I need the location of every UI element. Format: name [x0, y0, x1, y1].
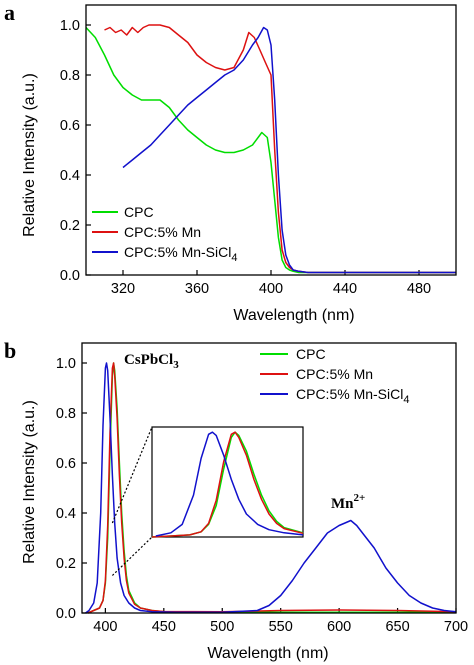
x-tick-label: 480	[407, 281, 431, 297]
annotation-cspbcl3: CsPbCl3	[124, 352, 179, 371]
y-tick-label: 0.6	[56, 456, 76, 472]
panel-a-legend: CPC CPC:5% Mn CPC:5% Mn-SiCl4	[92, 204, 237, 264]
y-tick-label: 0.2	[60, 218, 80, 234]
y-tick-label: 1.0	[60, 18, 80, 34]
y-tick-label: 0.8	[60, 68, 80, 84]
x-tick-label: 400	[93, 619, 117, 635]
panel-a-frame	[85, 4, 457, 276]
panel-b-inset	[111, 426, 304, 576]
panel-b-xlabel: Wavelength (nm)	[207, 645, 328, 662]
legend-label: CPC:5% Mn	[124, 224, 201, 240]
y-tick-label: 0.4	[56, 506, 76, 522]
inset-series-line-2	[155, 431, 304, 537]
inset-frame	[151, 426, 304, 538]
x-tick-label: 440	[333, 281, 357, 297]
panel-b-frame	[81, 342, 457, 614]
panel-a-ticks: 320 360 400 440 480 0.0 0.2 0.4 0.6 0.8 1.0	[60, 18, 431, 297]
legend-label: CPC	[296, 346, 326, 362]
panel-b-label: b	[4, 338, 16, 363]
panel-a-ylabel: Relative Intensity (a.u.)	[21, 73, 38, 237]
y-tick-label: 0.4	[60, 168, 80, 184]
x-tick-label: 500	[210, 619, 234, 635]
x-tick-label: 400	[259, 281, 283, 297]
panel-a-series	[85, 24, 456, 274]
x-tick-label: 700	[444, 619, 468, 635]
series-line-2	[122, 26, 456, 274]
x-tick-label: 450	[152, 619, 176, 635]
series-line-2	[85, 362, 457, 614]
panel-b-legend: CPC CPC:5% Mn CPC:5% Mn-SiCl4	[260, 346, 409, 406]
y-tick-label: 0.0	[60, 268, 80, 284]
legend-label: CPC:5% Mn-SiCl4	[296, 386, 409, 406]
panel-b-series	[85, 362, 457, 614]
x-tick-label: 360	[185, 281, 209, 297]
y-tick-label: 0.2	[56, 556, 76, 572]
panel-b: b Relative Intensity (a.u.) Wavelength (…	[4, 338, 468, 662]
legend-label: CPC:5% Mn	[296, 366, 373, 382]
y-tick-label: 1.0	[56, 356, 76, 372]
panel-b-ticks: 400 450 500 550 600 650 700 0.0 0.2 0.4 0.6 0.8 1.0	[56, 356, 468, 635]
inset-series-line-1	[151, 431, 304, 538]
legend-label: CPC:5% Mn-SiCl4	[124, 244, 237, 264]
panel-b-ylabel: Relative Intensity (a.u.)	[21, 400, 38, 564]
inset-connector-bottom	[111, 536, 153, 576]
y-tick-label: 0.6	[60, 118, 80, 134]
annotation-mn2plus: Mn2+	[331, 492, 365, 512]
panel-a: a Relative Intensity (a.u.) Wavelength (…	[4, 0, 457, 324]
panel-a-xlabel: Wavelength (nm)	[233, 307, 354, 324]
x-tick-label: 320	[111, 281, 135, 297]
inset-connector-top	[111, 426, 153, 524]
y-tick-label: 0.0	[56, 606, 76, 622]
series-line-0	[85, 26, 456, 274]
x-tick-label: 550	[269, 619, 293, 635]
y-tick-label: 0.8	[56, 406, 76, 422]
panel-a-label: a	[4, 0, 15, 25]
x-tick-label: 600	[327, 619, 351, 635]
legend-label: CPC	[124, 204, 154, 220]
x-tick-label: 650	[385, 619, 409, 635]
